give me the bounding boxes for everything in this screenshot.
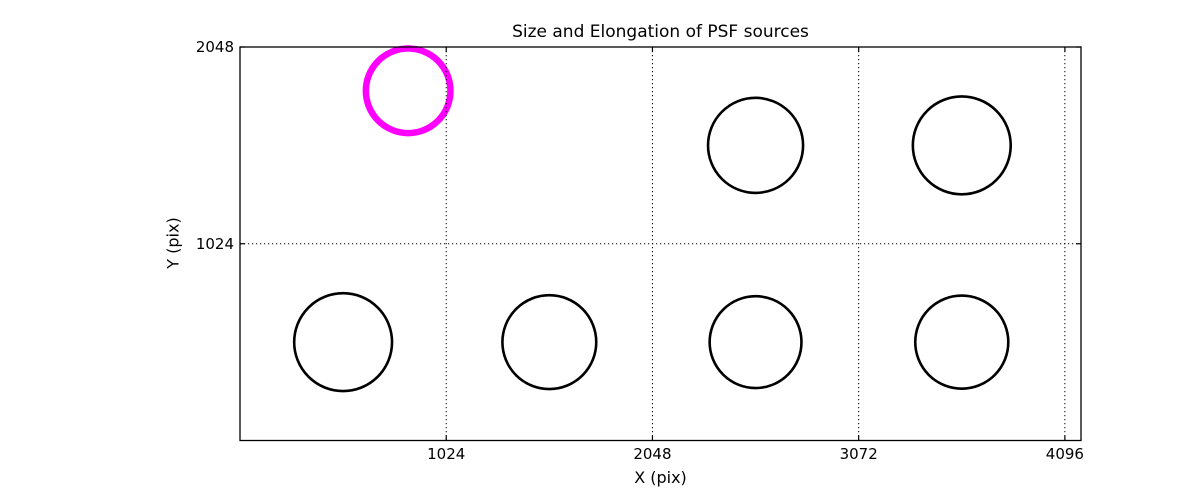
psf-source-ellipse xyxy=(706,96,805,195)
psf-source-ellipse xyxy=(292,291,394,393)
psf-source-ellipse xyxy=(913,294,1010,390)
y-tick-label-2048: 2048 xyxy=(195,38,234,56)
x-tick-label-4096: 4096 xyxy=(1045,445,1084,463)
psf-source-ellipse xyxy=(501,293,598,391)
axes-spines xyxy=(239,46,1082,442)
x-axis-label: X (pix) xyxy=(634,468,687,487)
highlighted-psf-source-ellipse xyxy=(362,45,454,137)
x-tick-label-1024: 1024 xyxy=(427,445,466,463)
plot-title: Size and Elongation of PSF sources xyxy=(512,22,809,42)
y-tick-label-1024: 1024 xyxy=(195,234,234,253)
x-tick-label-3072: 3072 xyxy=(839,445,878,463)
x-tick-label-2048: 2048 xyxy=(633,445,672,463)
psf-source-ellipse xyxy=(911,95,1013,196)
psf-source-ellipse xyxy=(708,294,803,390)
y-axis-label: Y (pix) xyxy=(163,217,183,269)
